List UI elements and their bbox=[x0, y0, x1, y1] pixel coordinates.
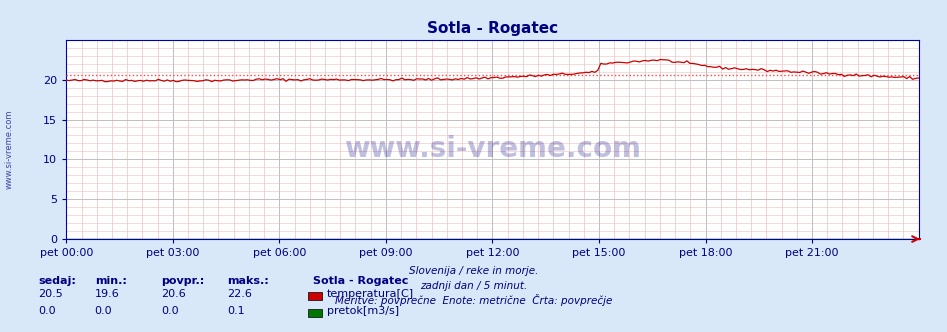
Text: Sotla - Rogatec: Sotla - Rogatec bbox=[313, 276, 408, 286]
Text: 19.6: 19.6 bbox=[95, 289, 119, 299]
Text: 22.6: 22.6 bbox=[227, 289, 252, 299]
Text: 0.1: 0.1 bbox=[227, 306, 245, 316]
Text: sedaj:: sedaj: bbox=[38, 276, 76, 286]
Text: min.:: min.: bbox=[95, 276, 127, 286]
Text: pretok[m3/s]: pretok[m3/s] bbox=[327, 306, 399, 316]
Text: 0.0: 0.0 bbox=[161, 306, 179, 316]
Text: 20.6: 20.6 bbox=[161, 289, 186, 299]
Text: 20.5: 20.5 bbox=[38, 289, 63, 299]
Text: maks.:: maks.: bbox=[227, 276, 269, 286]
Text: www.si-vreme.com: www.si-vreme.com bbox=[5, 110, 14, 189]
Text: Meritve: povprečne  Enote: metrične  Črta: povprečje: Meritve: povprečne Enote: metrične Črta:… bbox=[335, 294, 612, 306]
Text: 0.0: 0.0 bbox=[38, 306, 56, 316]
Title: Sotla - Rogatec: Sotla - Rogatec bbox=[427, 21, 558, 36]
Text: zadnji dan / 5 minut.: zadnji dan / 5 minut. bbox=[420, 281, 527, 291]
Text: povpr.:: povpr.: bbox=[161, 276, 205, 286]
Text: Slovenija / reke in morje.: Slovenija / reke in morje. bbox=[409, 266, 538, 276]
Text: www.si-vreme.com: www.si-vreme.com bbox=[344, 135, 641, 163]
Text: 0.0: 0.0 bbox=[95, 306, 113, 316]
Text: temperatura[C]: temperatura[C] bbox=[327, 289, 414, 299]
